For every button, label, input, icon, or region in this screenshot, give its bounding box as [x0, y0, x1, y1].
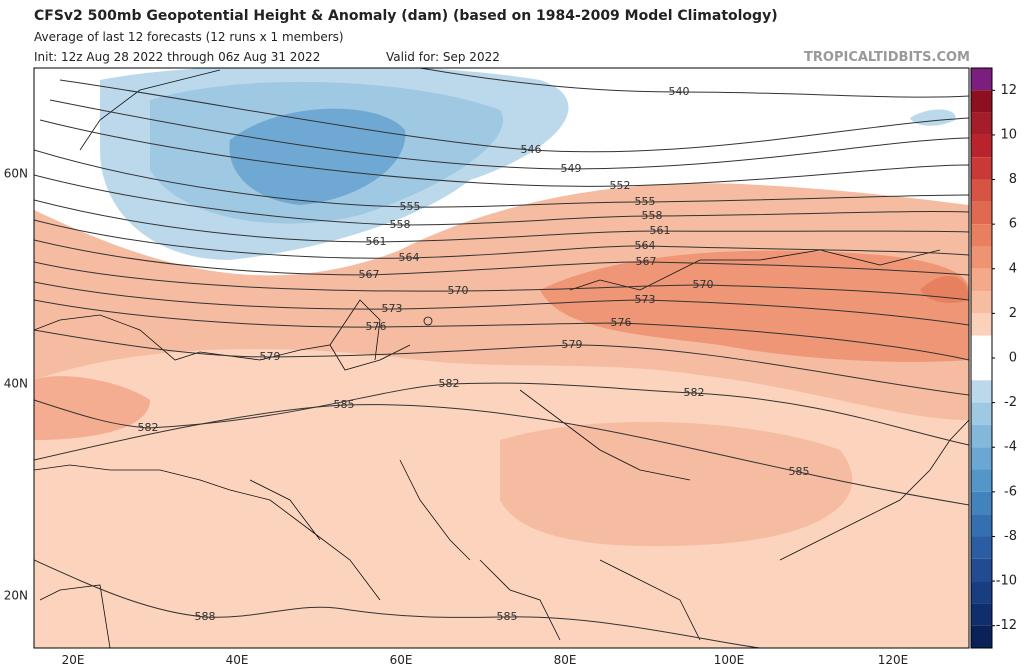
contour-label: 567	[636, 255, 657, 268]
watermark: TROPICALTIDBITS.COM	[804, 50, 970, 65]
colorbar-swatch	[971, 224, 992, 247]
contour-label: 585	[789, 465, 810, 478]
colorbar-tick-label: -6	[1004, 484, 1017, 499]
colorbar-swatch	[971, 581, 992, 604]
title: CFSv2 500mb Geopotential Height & Anomal…	[34, 8, 778, 24]
contour-label: 576	[611, 316, 632, 329]
colorbar-swatch	[971, 558, 992, 582]
contour-label: 570	[448, 284, 469, 297]
contour-label: 582	[138, 421, 159, 434]
contour-label: 582	[439, 377, 460, 390]
colorbar-swatch	[971, 112, 992, 135]
colorbar-tick-label: -12	[996, 618, 1017, 633]
contour-label: 564	[399, 251, 420, 264]
lat-label: 60N	[4, 167, 28, 181]
contour-label: 579	[562, 338, 583, 351]
colorbar-swatch	[971, 291, 992, 314]
colorbar-tick-label: -10	[996, 574, 1017, 589]
colorbar-swatch	[971, 157, 992, 180]
contour-label: 576	[366, 320, 387, 333]
lon-label: 100E	[714, 653, 745, 667]
valid-text: Valid for: Sep 2022	[386, 50, 500, 64]
colorbar-swatch	[971, 469, 992, 492]
colorbar-tick-label: 4	[1009, 261, 1017, 276]
contour-label: 555	[400, 200, 421, 213]
contour-label: 570	[693, 278, 714, 291]
contour-label: 549	[561, 162, 582, 175]
lon-label: 80E	[554, 653, 577, 667]
map-frame	[33, 67, 970, 649]
colorbar-tick-label: 0	[1009, 351, 1017, 366]
colorbar-tick-label: 12	[1000, 83, 1017, 98]
lat-label: 20N	[4, 589, 28, 603]
colorbar-swatch	[971, 179, 992, 202]
contour-label: 573	[635, 293, 656, 306]
contour-label: 564	[635, 239, 656, 252]
colorbar-swatch	[971, 625, 992, 648]
contour-label: 555	[635, 195, 656, 208]
colorbar-tick-label: 8	[1009, 172, 1017, 187]
colorbar: 12 10 8 6 4 2 0 -2 -4 -6 -8 -10 -12	[970, 67, 1017, 649]
colorbar-tick-label: -4	[1004, 440, 1017, 455]
colorbar-tick-label: -2	[1004, 395, 1017, 410]
colorbar-swatch	[971, 603, 992, 626]
colorbar-swatch	[971, 447, 992, 470]
colorbar-swatch	[971, 134, 992, 158]
lon-label: 40E	[226, 653, 249, 667]
colorbar-swatch	[971, 358, 992, 381]
colorbar-swatch	[971, 68, 992, 91]
contour-label: 582	[684, 386, 705, 399]
lon-label: 20E	[62, 653, 85, 667]
strong-warm-anomaly	[540, 250, 969, 362]
colorbar-swatch	[971, 90, 992, 113]
contour-label: 567	[359, 268, 380, 281]
contour-label: 588	[195, 610, 216, 623]
contour-label: 546	[521, 143, 542, 156]
warm-anomaly	[34, 183, 969, 420]
subtitle: Average of last 12 forecasts (12 runs x …	[34, 30, 344, 44]
colorbar-swatch	[971, 268, 992, 292]
warm-anomaly-south	[500, 421, 853, 547]
colorbar-swatch	[971, 201, 992, 225]
colorbar-swatch	[971, 246, 992, 269]
contour-label: 585	[334, 398, 355, 411]
colorbar-swatch	[971, 514, 992, 537]
cold-anomaly-core	[229, 108, 406, 205]
contour-label: 579	[260, 350, 281, 363]
colorbar-tick-label: -8	[1004, 529, 1017, 544]
lon-label: 120E	[878, 653, 909, 667]
colorbar-swatch	[971, 335, 992, 358]
lon-label: 60E	[390, 653, 413, 667]
init-text: Init: 12z Aug 28 2022 through 06z Aug 31…	[34, 50, 320, 64]
contour-label: 573	[382, 302, 403, 315]
colorbar-swatch	[971, 424, 992, 448]
contour-label: 585	[497, 610, 518, 623]
colorbar-swatch	[971, 536, 992, 559]
colorbar-swatch	[971, 402, 992, 425]
colorbar-tick-label: 2	[1009, 306, 1017, 321]
lat-label: 40N	[4, 377, 28, 391]
contour-label: 552	[610, 179, 631, 192]
colorbar-swatch	[971, 380, 992, 403]
contour-label: 540	[669, 85, 690, 98]
contour-label: 561	[366, 235, 387, 248]
colorbar-swatch	[971, 491, 992, 515]
contour-label: 558	[642, 209, 663, 222]
contour-label: 561	[650, 224, 671, 237]
colorbar-tick-label: 6	[1009, 217, 1017, 232]
contour-label: 558	[390, 218, 411, 231]
lake	[423, 316, 433, 326]
colorbar-swatch	[971, 313, 992, 336]
colorbar-tick-label: 10	[1000, 127, 1017, 142]
contours	[34, 68, 969, 648]
